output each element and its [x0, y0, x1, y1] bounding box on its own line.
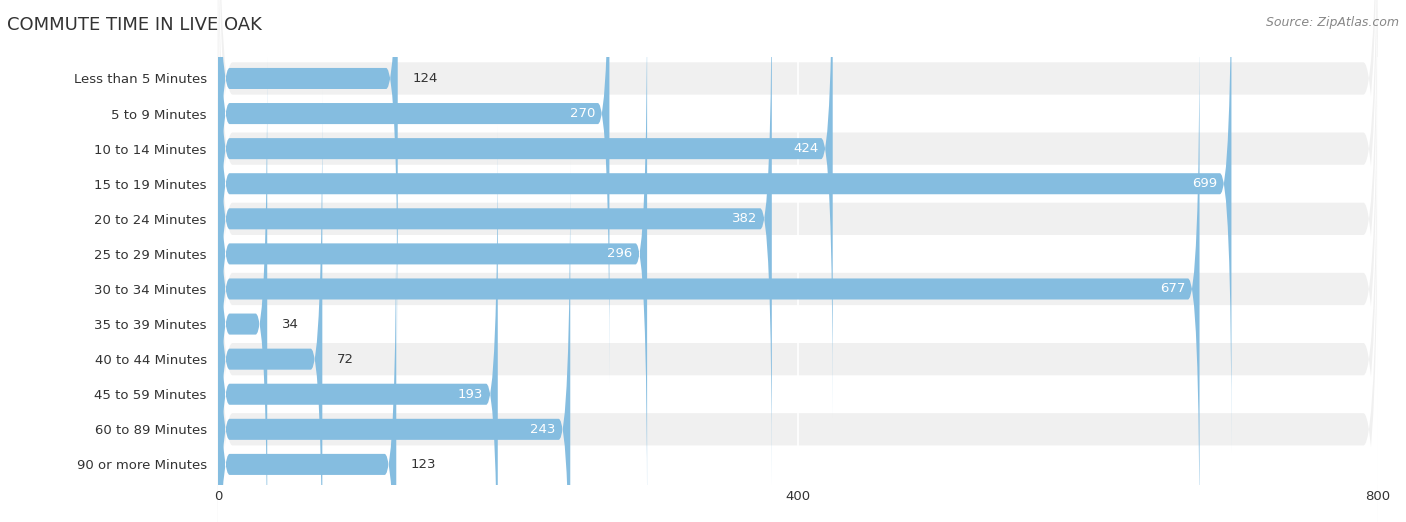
FancyBboxPatch shape [218, 0, 1232, 454]
Text: 270: 270 [569, 107, 595, 120]
FancyBboxPatch shape [218, 124, 498, 522]
FancyBboxPatch shape [218, 0, 609, 384]
Text: 699: 699 [1192, 177, 1218, 190]
FancyBboxPatch shape [218, 0, 398, 349]
FancyBboxPatch shape [218, 0, 1378, 518]
FancyBboxPatch shape [218, 0, 1378, 522]
FancyBboxPatch shape [218, 60, 1378, 522]
Text: Source: ZipAtlas.com: Source: ZipAtlas.com [1265, 16, 1399, 29]
FancyBboxPatch shape [218, 89, 322, 522]
FancyBboxPatch shape [218, 25, 1378, 522]
FancyBboxPatch shape [218, 0, 772, 489]
FancyBboxPatch shape [218, 0, 647, 522]
FancyBboxPatch shape [218, 0, 1378, 522]
Text: 72: 72 [337, 353, 354, 365]
Text: 123: 123 [411, 458, 436, 471]
Text: 243: 243 [530, 423, 555, 436]
Text: 34: 34 [281, 317, 298, 330]
FancyBboxPatch shape [218, 0, 1378, 522]
Text: 424: 424 [793, 142, 818, 155]
FancyBboxPatch shape [218, 129, 1378, 522]
Text: COMMUTE TIME IN LIVE OAK: COMMUTE TIME IN LIVE OAK [7, 16, 262, 33]
FancyBboxPatch shape [218, 54, 267, 522]
Text: 677: 677 [1160, 282, 1185, 295]
FancyBboxPatch shape [218, 0, 1378, 413]
FancyBboxPatch shape [218, 94, 1378, 522]
Text: 296: 296 [607, 247, 633, 260]
FancyBboxPatch shape [218, 0, 832, 419]
Text: 124: 124 [412, 72, 437, 85]
FancyBboxPatch shape [218, 0, 1378, 522]
FancyBboxPatch shape [218, 0, 1378, 483]
FancyBboxPatch shape [218, 159, 571, 522]
Text: 193: 193 [458, 388, 484, 401]
FancyBboxPatch shape [218, 194, 396, 522]
FancyBboxPatch shape [218, 19, 1199, 522]
Text: 382: 382 [733, 212, 758, 226]
FancyBboxPatch shape [218, 0, 1378, 448]
